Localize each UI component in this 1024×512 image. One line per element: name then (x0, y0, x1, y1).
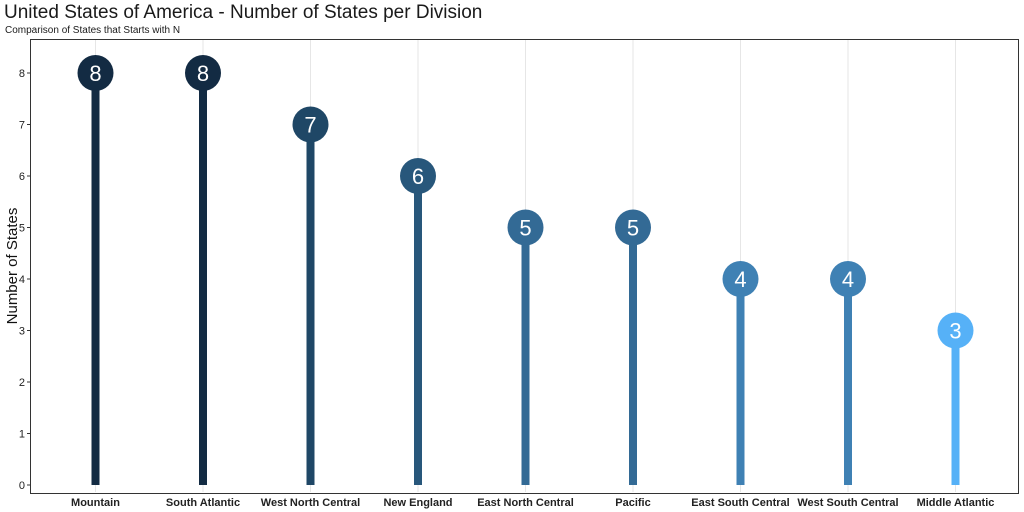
x-tick-label: West South Central (797, 497, 898, 509)
chart-subtitle: Comparison of States that Starts with N (5, 25, 181, 36)
plot-border (30, 39, 1019, 494)
x-tick-label: Middle Atlantic (917, 497, 995, 509)
y-tick-label: 7 (19, 120, 25, 132)
data-label: 8 (197, 61, 209, 86)
x-tick-label: Mountain (71, 497, 120, 509)
chart-title: United States of America - Number of Sta… (4, 2, 483, 23)
x-tick-label: West North Central (261, 497, 360, 509)
lollipop-dot (292, 106, 329, 143)
y-axis-label: Number of States (4, 208, 21, 325)
lollipop-dot (400, 158, 436, 194)
y-tick-label: 0 (19, 480, 25, 492)
y-tick-label: 3 (19, 326, 25, 338)
lollipop-dot (830, 261, 866, 297)
data-label: 5 (627, 216, 639, 241)
x-tick-label: East South Central (691, 497, 789, 509)
data-label: 3 (949, 319, 961, 344)
lollipop-dot (77, 55, 114, 91)
lollipop-dot (615, 209, 651, 246)
data-label: 4 (842, 267, 854, 292)
x-tick-label: East North Central (477, 497, 574, 509)
data-label: 8 (89, 61, 101, 86)
data-label: 4 (734, 267, 746, 292)
lollipop-dot (722, 261, 759, 297)
x-tick-label: New England (383, 497, 452, 509)
lollipop-dot (507, 209, 544, 246)
data-label: 6 (412, 164, 424, 189)
lollipop-dot (185, 55, 221, 91)
x-tick-label: South Atlantic (166, 497, 240, 509)
y-tick-label: 5 (19, 223, 25, 235)
y-tick-label: 2 (19, 377, 25, 389)
y-tick-label: 4 (19, 274, 25, 286)
y-tick-label: 6 (19, 171, 25, 183)
data-label: 5 (519, 216, 531, 241)
lollipop-dot (937, 312, 974, 349)
x-tick-label: Pacific (615, 497, 650, 509)
y-tick-label: 1 (19, 429, 25, 441)
y-tick-label: 8 (19, 68, 25, 80)
data-label: 7 (304, 113, 316, 138)
